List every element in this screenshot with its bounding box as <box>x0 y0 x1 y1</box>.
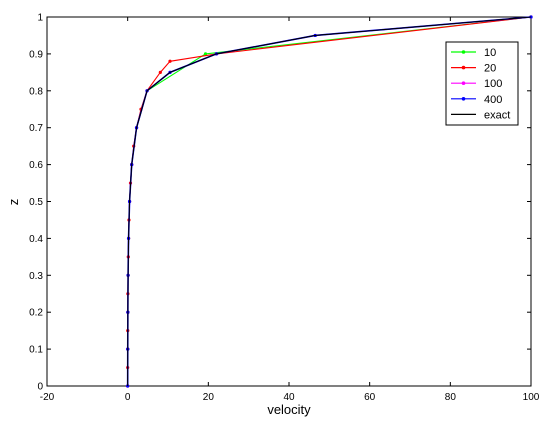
series-layer <box>126 15 533 388</box>
legend: 10 20 100 400 exact <box>445 41 519 126</box>
x-tick-label: 20 <box>203 392 215 403</box>
y-tick-label: 0.6 <box>29 160 43 171</box>
legend-label-10: 10 <box>484 47 496 59</box>
series-point-20 <box>158 70 162 74</box>
y-tick-label: 1 <box>37 13 43 24</box>
x-tick-label: 60 <box>364 392 376 403</box>
series-line-exact <box>127 16 532 387</box>
legend-label-400: 400 <box>484 94 502 106</box>
y-tick-label: 0.8 <box>29 86 43 97</box>
series-point-20 <box>168 59 172 63</box>
legend-label-100: 100 <box>484 78 502 90</box>
legend-marker-20 <box>461 65 466 70</box>
legend-label-20: 20 <box>484 63 496 75</box>
x-tick-label: 0 <box>125 392 131 403</box>
y-tick-label: 0.5 <box>29 197 43 208</box>
x-axis-ticks: -20 0 20 40 60 80 100 <box>40 17 540 403</box>
legend-marker-400 <box>461 97 466 101</box>
y-axis-label: z <box>6 199 21 206</box>
y-tick-label: 0.1 <box>29 345 43 356</box>
y-axis-ticks: 0 0.1 0.2 0.3 0.4 0.5 0.6 0.7 0.8 0.9 1 <box>29 13 531 393</box>
y-tick-label: 0 <box>37 382 43 393</box>
y-tick-label: 0.2 <box>29 308 43 319</box>
x-axis-label: velocity <box>267 402 311 417</box>
y-tick-label: 0.9 <box>29 49 43 60</box>
legend-marker-100 <box>461 81 466 85</box>
x-tick-label: 100 <box>523 392 540 403</box>
series-point-400 <box>126 384 130 388</box>
legend-marker-10 <box>461 50 466 54</box>
y-tick-label: 0.4 <box>29 234 43 245</box>
series-point-10 <box>203 52 208 56</box>
y-tick-label: 0.3 <box>29 271 43 282</box>
y-tick-label: 0.7 <box>29 123 43 134</box>
x-tick-label: -20 <box>40 392 55 403</box>
x-tick-label: 40 <box>283 392 295 403</box>
x-tick-label: 80 <box>445 392 457 403</box>
legend-label-exact: exact <box>484 109 510 121</box>
